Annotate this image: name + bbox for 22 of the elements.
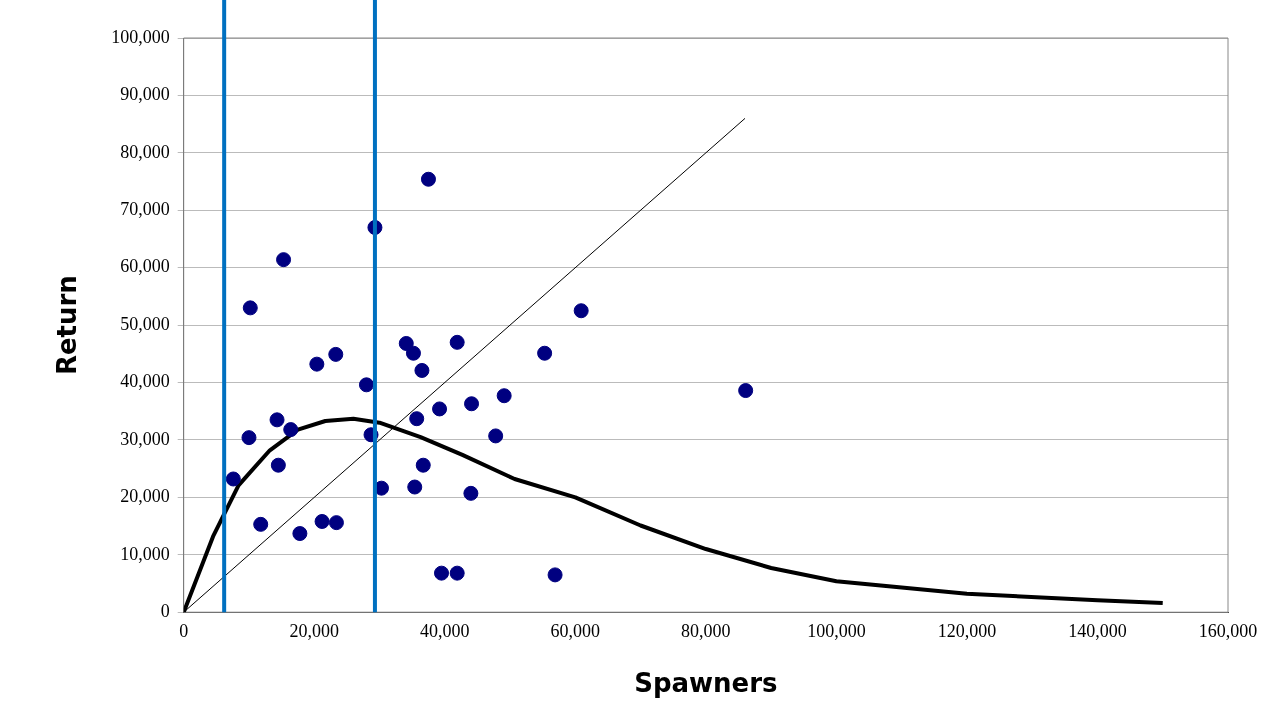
y-tick-label: 30,000	[120, 428, 170, 449]
y-tick-label: 60,000	[120, 256, 170, 277]
x-tick-label: 0	[179, 620, 189, 641]
x-tick-label: 140,000	[1068, 620, 1127, 641]
y-tick-label: 0	[160, 600, 170, 621]
y-tick-label: 80,000	[120, 141, 170, 162]
y-axis-title: Return	[52, 275, 83, 376]
y-tick-label: 50,000	[120, 313, 170, 334]
y-tick-label: 70,000	[120, 198, 170, 219]
x-tick-label: 60,000	[550, 620, 601, 641]
y-tick-label: 20,000	[120, 486, 170, 507]
x-tick-label: 100,000	[807, 620, 866, 641]
x-axis-title: Spawners	[634, 668, 778, 699]
x-tick-label: 160,000	[1198, 620, 1258, 641]
x-tick-label: 20,000	[289, 620, 339, 641]
x-tick-label: 40,000	[420, 620, 470, 641]
x-tick-label: 80,000	[681, 620, 731, 641]
y-tick-label: 40,000	[120, 371, 170, 392]
y-tick-label: 10,000	[120, 543, 170, 564]
y-tick-label: 100,000	[111, 26, 170, 47]
y-tick-label: 90,000	[120, 84, 170, 105]
x-tick-label: 120,000	[937, 620, 997, 641]
